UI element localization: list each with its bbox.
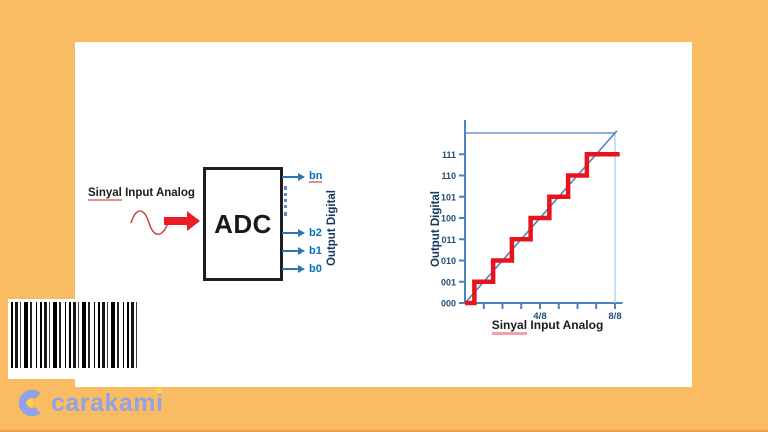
y-tick-label: 110	[441, 171, 456, 181]
x-tick-label: 4/8	[533, 311, 546, 320]
input-arrow-icon	[164, 211, 200, 231]
adc-block-label: ADC	[214, 208, 272, 239]
adc-transfer-chart: 000 001 010 011 100 101 110 111 4/8 8/8	[430, 108, 645, 322]
output-row-b2: b2	[282, 227, 322, 239]
x-tick-label: 8/8	[608, 311, 621, 320]
barcode	[8, 299, 142, 379]
barcode-bars-icon	[11, 302, 139, 368]
output-bit-bn: bn	[309, 170, 323, 183]
output-row-bn: bn	[282, 170, 323, 183]
output-row-b1: b1	[282, 245, 322, 257]
ellipsis-dots-icon	[284, 186, 287, 216]
analog-input-label-word1: Sinyal	[88, 187, 122, 201]
chart-x-axis-title: Sinyal Input Analog	[440, 318, 655, 335]
chart-x-axis-title-rest: Input Analog	[530, 318, 604, 332]
chart-y-axis-title: Output Digital	[430, 191, 442, 268]
site-logo: carakami	[18, 388, 163, 418]
y-tick-label: 111	[442, 150, 456, 160]
right-arrow-icon	[282, 265, 305, 273]
slide-content-area	[75, 42, 692, 387]
analog-input-label-rest: Input Analog	[125, 187, 195, 199]
adc-transfer-chart-canvas: 000 001 010 011 100 101 110 111 4/8 8/8	[441, 120, 623, 322]
logo-i-dot-icon	[156, 388, 163, 394]
y-tick-label: 100	[441, 214, 456, 224]
adc-block: ADC	[203, 167, 283, 281]
site-logo-text: carakami	[51, 388, 163, 418]
sine-wave-icon	[130, 210, 169, 236]
y-tick-label: 101	[441, 192, 456, 202]
analog-input-label: Sinyal Input Analog	[88, 187, 198, 201]
staircase-line	[465, 152, 620, 306]
diagram-output-digital-label: Output Digital	[326, 190, 338, 267]
carakami-logo-icon	[18, 389, 41, 417]
y-tick-label: 011	[441, 235, 456, 245]
y-tick-label: 010	[441, 256, 456, 266]
bottom-edge-line	[0, 430, 768, 432]
site-logo-word: carakami	[51, 389, 164, 417]
right-arrow-icon	[282, 229, 305, 237]
output-bit-b0: b0	[309, 263, 322, 275]
y-tick-label: 000	[441, 299, 456, 309]
y-tick-label: 001	[441, 277, 456, 287]
right-arrow-icon	[282, 247, 305, 255]
output-bit-b1: b1	[309, 245, 322, 257]
chart-x-axis-title-word1: Sinyal	[491, 318, 528, 335]
right-arrow-icon	[282, 173, 305, 181]
output-bit-b2: b2	[309, 227, 322, 239]
output-row-b0: b0	[282, 263, 322, 275]
